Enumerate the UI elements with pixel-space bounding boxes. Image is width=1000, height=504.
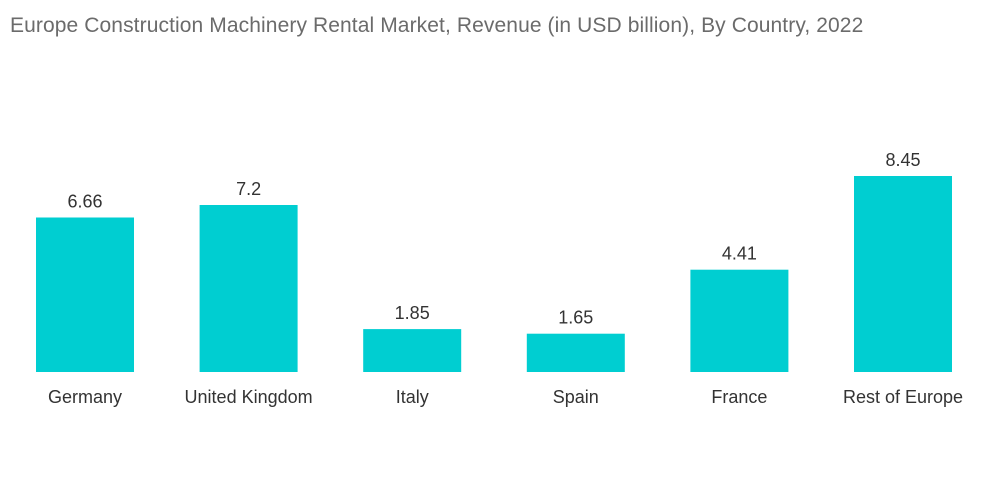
bar-italy: [363, 329, 462, 372]
chart-title: Europe Construction Machinery Rental Mar…: [10, 14, 864, 37]
value-label-united-kingdom: 7.2: [236, 179, 261, 199]
bar-germany: [36, 217, 134, 372]
category-label-germany: Germany: [48, 387, 122, 407]
category-label-rest-of-europe: Rest of Europe: [843, 387, 963, 407]
bar-france: [690, 269, 789, 372]
category-label-france: France: [711, 387, 767, 407]
category-label-italy: Italy: [396, 387, 429, 407]
value-label-france: 4.41: [722, 244, 757, 264]
bar-spain: [526, 333, 625, 372]
value-label-rest-of-europe: 8.45: [885, 150, 920, 170]
bar-united-kingdom: [199, 205, 298, 372]
category-label-united-kingdom: United Kingdom: [185, 387, 313, 407]
bar-rest-of-europe: [854, 176, 952, 372]
value-label-spain: 1.65: [558, 308, 593, 328]
value-label-italy: 1.85: [395, 303, 430, 323]
value-label-germany: 6.66: [67, 192, 102, 212]
category-label-spain: Spain: [553, 387, 599, 407]
